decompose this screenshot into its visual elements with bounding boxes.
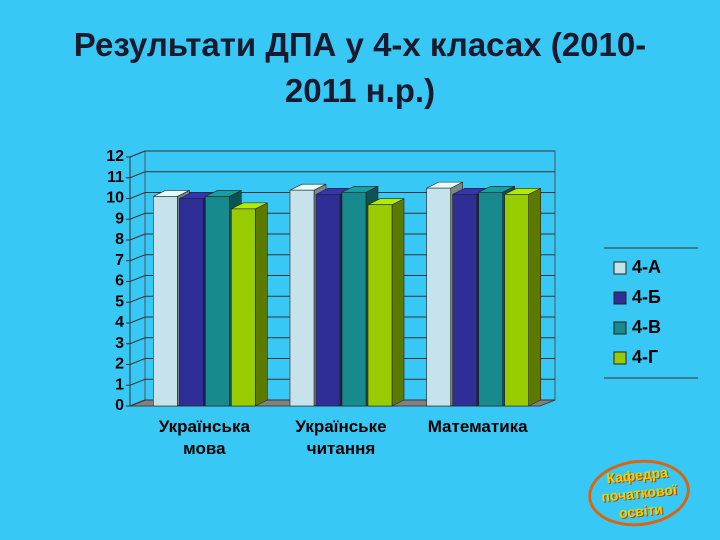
grid-line [129, 233, 555, 241]
grid-line [129, 275, 555, 282]
y-tick-label: 4 [115, 314, 124, 331]
y-tick-label: 1 [115, 376, 124, 393]
y-tick-label: 5 [115, 293, 124, 310]
bar-side [528, 187, 541, 407]
y-tick-label: 7 [115, 252, 124, 269]
grid-line [129, 399, 555, 407]
bar [341, 191, 367, 407]
legend-label: 4-Б [632, 287, 661, 307]
bar [452, 194, 477, 407]
legend-swatch [613, 261, 627, 275]
x-tick-label: Українська мова [158, 417, 250, 458]
legend-label: 4-Г [632, 347, 658, 367]
y-tick-label: 3 [115, 335, 124, 352]
grid-line [129, 212, 555, 220]
y-tick-label: 6 [115, 273, 124, 290]
grid-line [129, 316, 555, 324]
x-tick-label: Українське читання [295, 417, 387, 458]
x-tick-label: Математика [427, 417, 528, 436]
bar [478, 191, 503, 407]
legend-swatch [613, 291, 627, 305]
grid-line [129, 171, 555, 179]
y-tick-label: 10 [106, 190, 124, 207]
grid-line [129, 150, 555, 158]
bar [179, 198, 204, 407]
grid-line [129, 254, 555, 262]
bar [315, 194, 341, 407]
bar [504, 194, 529, 407]
bar [367, 204, 393, 407]
bar [205, 196, 230, 407]
y-tick-label: 11 [107, 169, 124, 186]
grid-line [129, 378, 555, 386]
grid-line [129, 358, 555, 365]
bar [231, 208, 256, 407]
y-tick-label: 12 [106, 148, 124, 165]
y-tick-label: 2 [115, 356, 124, 373]
chart-title: Результати ДПА у 4-х класах (2010-2011 н… [73, 26, 647, 109]
legend-swatch [613, 321, 627, 335]
bar-side [391, 198, 405, 407]
y-tick-label: 0 [115, 397, 124, 414]
y-tick-label: 9 [115, 210, 124, 227]
y-tick-label: 8 [115, 231, 124, 248]
legend-swatch [613, 351, 627, 365]
legend-label: 4-А [632, 257, 661, 277]
bar [426, 187, 451, 407]
bar [153, 196, 178, 407]
grid-line [129, 295, 555, 303]
grid-line [129, 337, 555, 345]
legend-label: 4-В [632, 317, 661, 337]
grid-line [129, 192, 555, 199]
bar-side [255, 202, 268, 407]
bar [289, 189, 315, 407]
